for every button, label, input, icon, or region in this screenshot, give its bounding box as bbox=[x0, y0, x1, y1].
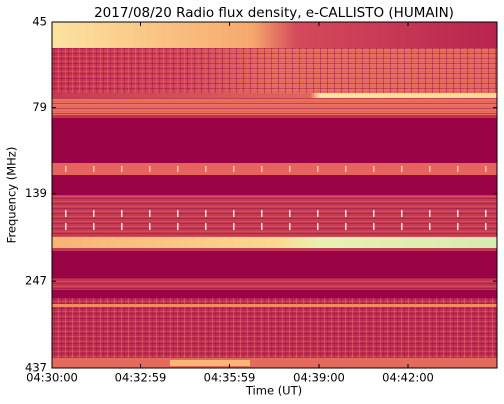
y-tick-label: 139 bbox=[25, 186, 47, 200]
y-tick-label: 247 bbox=[25, 274, 47, 288]
x-tick-label: 04:35:59 bbox=[204, 371, 256, 385]
y-tick-label: 437 bbox=[25, 361, 47, 375]
plot-frame bbox=[51, 21, 498, 369]
y-tick-label: 79 bbox=[32, 100, 47, 114]
y-tick-label: 45 bbox=[32, 15, 47, 29]
x-tick-label: 04:32:59 bbox=[115, 371, 167, 385]
y-axis-label: Frequency (MHz) bbox=[5, 147, 19, 244]
chart-title: 2017/08/20 Radio flux density, e-CALLIST… bbox=[94, 5, 454, 21]
spectrogram-image bbox=[52, 22, 497, 368]
x-tick-label: 04:39:00 bbox=[293, 371, 345, 385]
x-tick-label: 04:30:00 bbox=[26, 371, 78, 385]
x-axis-label: Time (UT) bbox=[245, 384, 302, 398]
x-tick-label: 04:42:00 bbox=[382, 371, 434, 385]
